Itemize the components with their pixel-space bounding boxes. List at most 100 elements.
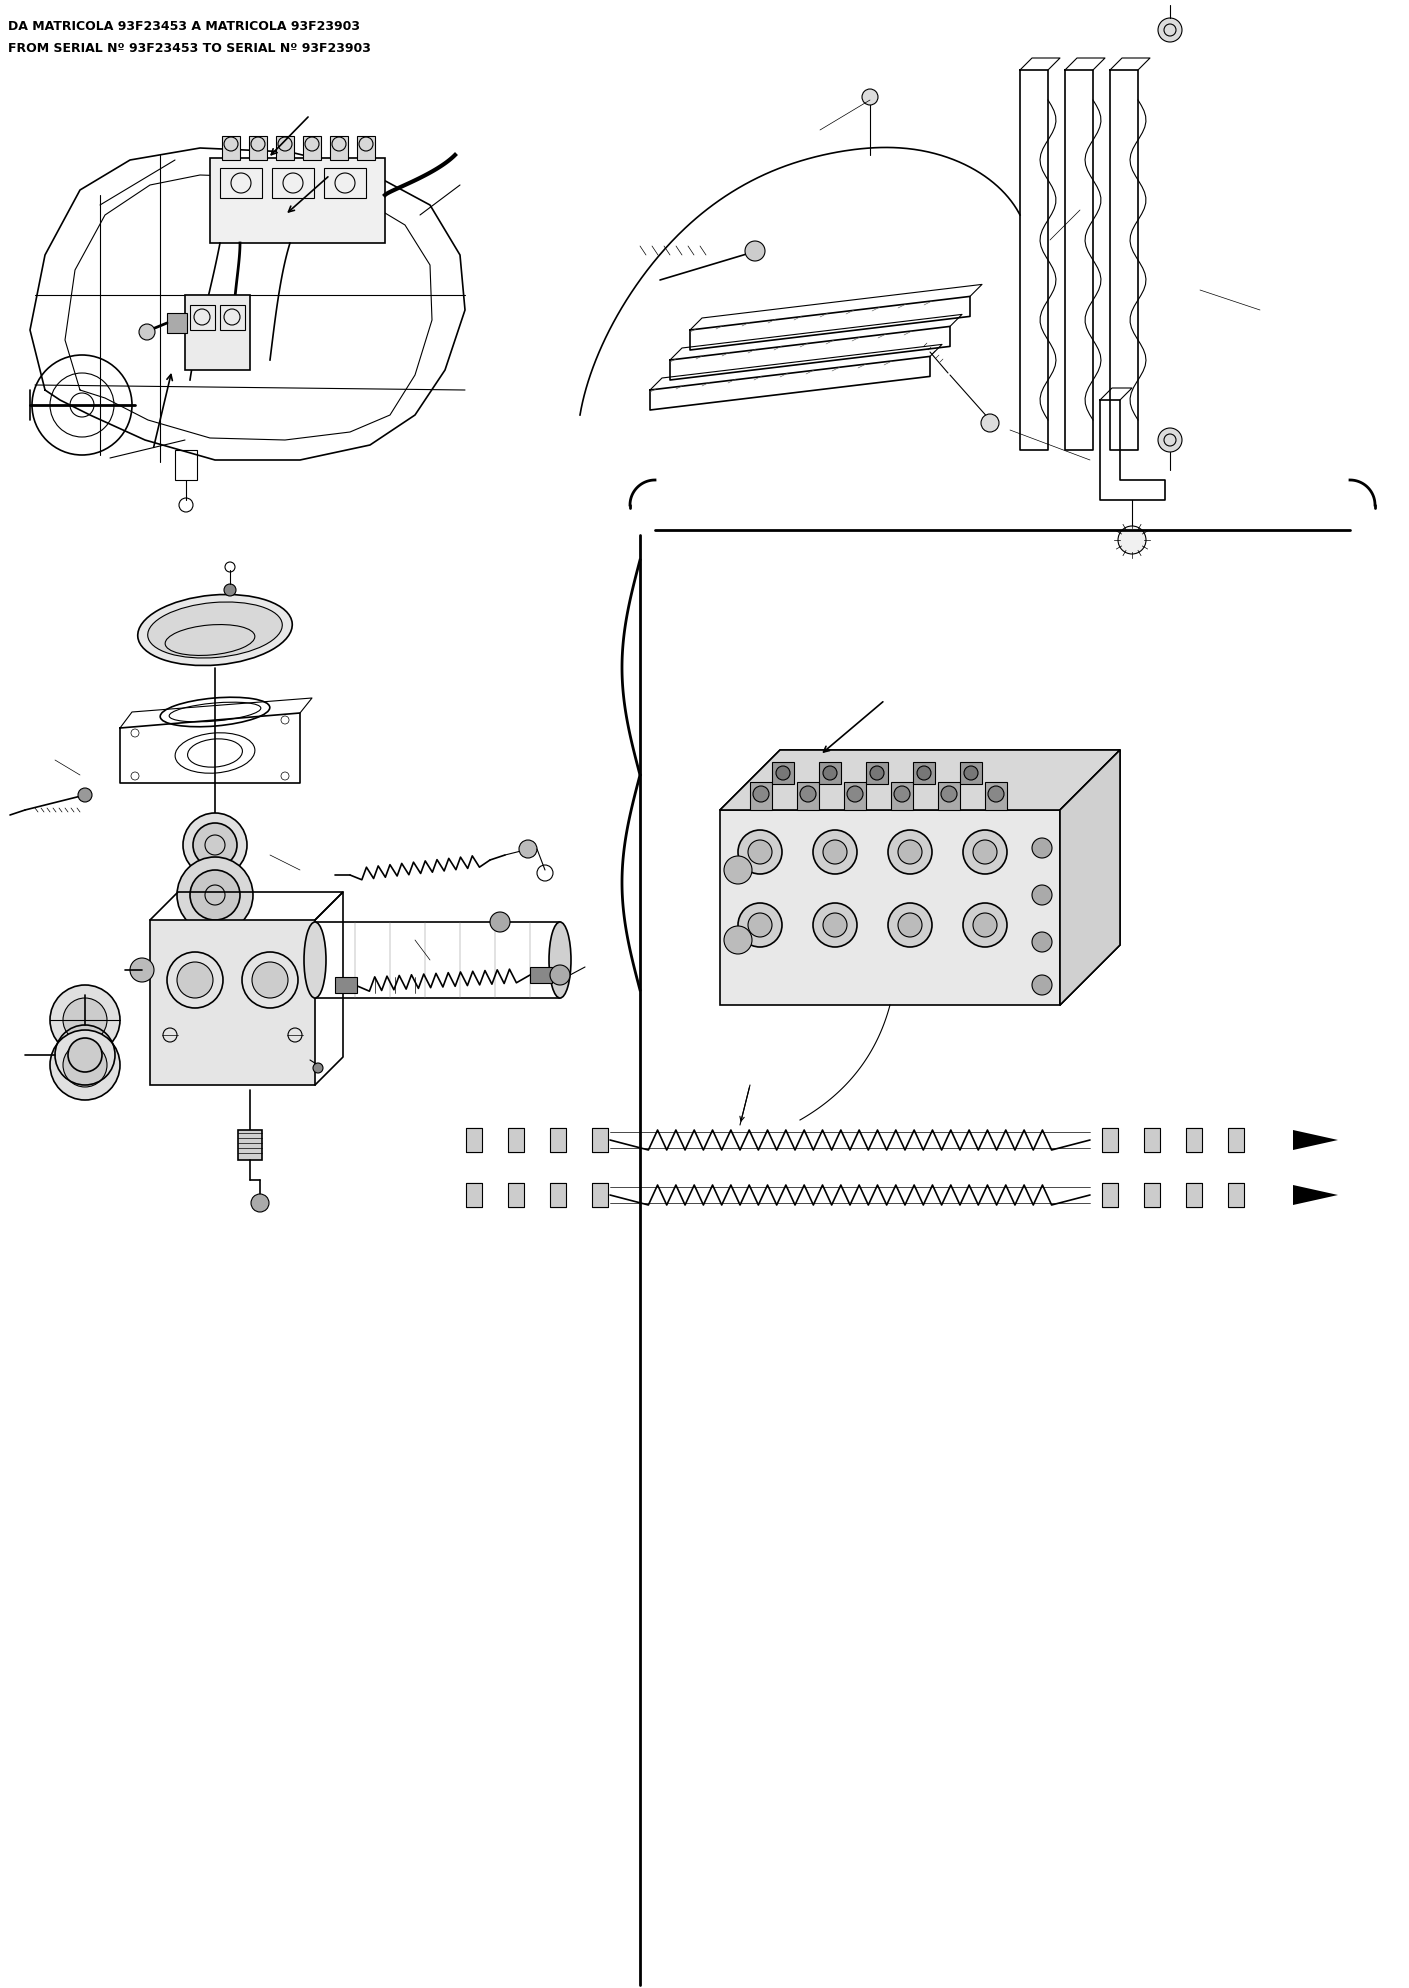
Bar (272, 169, 314, 199)
Bar (819, 761, 841, 783)
Circle shape (898, 841, 921, 865)
Circle shape (1158, 18, 1182, 42)
Bar (592, 1127, 609, 1151)
Circle shape (178, 857, 254, 932)
Bar (1102, 1127, 1117, 1151)
Bar (238, 1129, 262, 1161)
Bar (550, 1127, 566, 1151)
Circle shape (745, 241, 765, 260)
Circle shape (550, 964, 571, 984)
Circle shape (748, 912, 772, 936)
Bar (1144, 1183, 1160, 1207)
Bar (509, 1127, 524, 1151)
Circle shape (1031, 839, 1053, 859)
Circle shape (1158, 427, 1182, 451)
Bar (466, 1127, 482, 1151)
Circle shape (63, 998, 107, 1042)
Bar (720, 809, 1060, 1006)
Bar (466, 1183, 482, 1207)
Circle shape (1031, 885, 1053, 905)
Bar (1102, 1183, 1117, 1207)
Bar (530, 966, 552, 982)
Circle shape (893, 785, 910, 801)
Circle shape (252, 962, 287, 998)
Circle shape (190, 871, 240, 920)
Bar (550, 1183, 566, 1207)
Polygon shape (1293, 1129, 1339, 1149)
Bar (210, 157, 385, 243)
Bar (509, 1183, 524, 1207)
Bar (797, 781, 819, 809)
Circle shape (823, 765, 837, 779)
Circle shape (888, 903, 931, 946)
Bar (303, 135, 321, 159)
Circle shape (917, 765, 931, 779)
Bar (324, 169, 366, 199)
Circle shape (738, 831, 782, 875)
Ellipse shape (148, 602, 282, 658)
Bar (867, 761, 888, 783)
Circle shape (981, 414, 999, 431)
Circle shape (224, 584, 235, 596)
Circle shape (519, 841, 537, 859)
Circle shape (962, 903, 1007, 946)
Circle shape (251, 1195, 269, 1213)
Circle shape (183, 813, 247, 877)
Circle shape (68, 1038, 101, 1072)
Bar (223, 135, 240, 159)
Bar (175, 449, 197, 479)
Circle shape (724, 857, 752, 885)
Circle shape (941, 785, 957, 801)
Circle shape (974, 912, 998, 936)
Polygon shape (1060, 749, 1120, 1006)
Circle shape (1117, 527, 1146, 555)
Circle shape (313, 1064, 323, 1074)
Circle shape (862, 89, 878, 105)
Bar (330, 135, 348, 159)
Circle shape (738, 903, 782, 946)
Bar (1229, 1127, 1244, 1151)
Circle shape (898, 912, 921, 936)
Bar (772, 761, 795, 783)
Circle shape (1031, 932, 1053, 952)
Bar (844, 781, 867, 809)
Bar (1229, 1183, 1244, 1207)
Circle shape (178, 962, 213, 998)
Circle shape (748, 841, 772, 865)
Bar (356, 135, 375, 159)
Bar (220, 304, 245, 330)
Bar (185, 294, 249, 370)
Polygon shape (1293, 1185, 1339, 1205)
Circle shape (752, 785, 769, 801)
Circle shape (776, 765, 790, 779)
Bar (168, 312, 187, 334)
Ellipse shape (138, 594, 292, 666)
Circle shape (63, 1044, 107, 1087)
Circle shape (724, 926, 752, 954)
Text: FROM SERIAL Nº 93F23453 TO SERIAL Nº 93F23903: FROM SERIAL Nº 93F23453 TO SERIAL Nº 93F… (8, 42, 371, 56)
Bar (1144, 1127, 1160, 1151)
Bar (276, 135, 294, 159)
Circle shape (193, 823, 237, 867)
Bar (1186, 1127, 1202, 1151)
Bar (190, 304, 216, 330)
Circle shape (800, 785, 816, 801)
Circle shape (77, 787, 92, 801)
Circle shape (823, 841, 847, 865)
Text: DA MATRICOLA 93F23453 A MATRICOLA 93F23903: DA MATRICOLA 93F23453 A MATRICOLA 93F239… (8, 20, 361, 34)
Circle shape (869, 765, 883, 779)
Circle shape (888, 831, 931, 875)
Bar (335, 976, 356, 992)
Circle shape (974, 841, 998, 865)
Bar (913, 761, 936, 783)
Circle shape (130, 958, 154, 982)
Circle shape (49, 1030, 120, 1099)
Bar (592, 1183, 609, 1207)
Circle shape (813, 903, 857, 946)
Bar (960, 761, 982, 783)
Bar (890, 781, 913, 809)
Circle shape (988, 785, 1005, 801)
Bar (750, 781, 772, 809)
Circle shape (49, 984, 120, 1056)
Bar (1186, 1183, 1202, 1207)
